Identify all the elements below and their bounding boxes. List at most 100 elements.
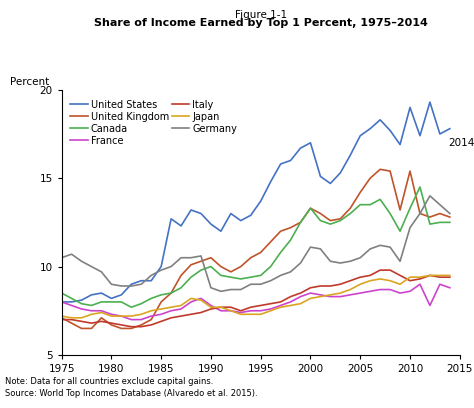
United Kingdom [407, 169, 413, 173]
Canada [268, 264, 273, 269]
Germany [238, 287, 244, 292]
France [328, 294, 333, 299]
Germany [198, 253, 204, 258]
Canada [178, 285, 184, 290]
Germany [208, 285, 214, 290]
Canada [387, 211, 393, 216]
United States [417, 133, 423, 138]
United Kingdom [288, 225, 293, 230]
France [377, 287, 383, 292]
United States [59, 299, 64, 304]
United Kingdom [437, 211, 443, 216]
United States [377, 118, 383, 122]
Italy [128, 324, 134, 329]
Germany [188, 255, 194, 260]
France [347, 293, 353, 297]
United States [188, 208, 194, 213]
United Kingdom [238, 264, 244, 269]
Japan [357, 282, 363, 287]
France [278, 303, 283, 308]
United States [337, 171, 343, 175]
Japan [298, 301, 303, 306]
Italy [437, 275, 443, 279]
Germany [109, 282, 114, 287]
Canada [437, 220, 443, 225]
United Kingdom [248, 255, 254, 260]
Canada [138, 301, 144, 306]
United Kingdom [208, 255, 214, 260]
Text: 2014: 2014 [448, 138, 474, 149]
France [118, 314, 124, 319]
France [198, 296, 204, 301]
Canada [308, 206, 313, 211]
Italy [228, 305, 234, 310]
United Kingdom [258, 250, 264, 255]
Italy [417, 277, 423, 282]
United States [397, 142, 403, 147]
France [208, 303, 214, 308]
Italy [328, 284, 333, 288]
France [298, 294, 303, 299]
Japan [138, 312, 144, 317]
Italy [99, 319, 104, 324]
France [437, 282, 443, 287]
United States [258, 199, 264, 204]
United States [178, 224, 184, 228]
United Kingdom [99, 315, 104, 320]
Japan [268, 308, 273, 313]
Canada [118, 299, 124, 304]
United Kingdom [59, 315, 64, 320]
Japan [308, 296, 313, 301]
United States [158, 264, 164, 269]
Italy [138, 324, 144, 329]
Germany [397, 259, 403, 264]
Canada [367, 202, 373, 207]
Japan [397, 282, 403, 287]
Germany [377, 243, 383, 248]
France [89, 308, 94, 313]
France [367, 289, 373, 294]
United States [198, 211, 204, 216]
United States [387, 128, 393, 133]
Germany [148, 273, 154, 278]
United States [298, 146, 303, 151]
France [99, 308, 104, 313]
Italy [268, 301, 273, 306]
United Kingdom [268, 239, 273, 244]
Italy [318, 284, 323, 288]
Italy [278, 299, 283, 304]
Germany [278, 273, 283, 278]
Germany [337, 261, 343, 266]
Germany [387, 245, 393, 250]
United States [437, 131, 443, 136]
Legend: United States, United Kingdom, Canada, France, Italy, Japan, Germany, : United States, United Kingdom, Canada, F… [66, 96, 241, 150]
Germany [328, 259, 333, 264]
Italy [118, 322, 124, 327]
Italy [427, 273, 433, 278]
Germany [347, 259, 353, 264]
Canada [168, 290, 174, 295]
Canada [188, 275, 194, 279]
Canada [318, 218, 323, 223]
Japan [148, 308, 154, 313]
Japan [417, 275, 423, 279]
Japan [89, 312, 94, 317]
Germany [218, 289, 224, 294]
United Kingdom [79, 326, 84, 331]
Italy [337, 282, 343, 287]
France [268, 306, 273, 311]
Canada [397, 229, 403, 234]
United Kingdom [168, 290, 174, 295]
United States [268, 179, 273, 184]
France [308, 290, 313, 295]
France [417, 282, 423, 287]
United Kingdom [347, 206, 353, 211]
United States [168, 216, 174, 221]
Italy [158, 319, 164, 324]
Germany [128, 284, 134, 288]
Italy [178, 314, 184, 319]
Canada [69, 296, 74, 301]
Italy [79, 319, 84, 324]
United Kingdom [109, 322, 114, 327]
United States [278, 162, 283, 166]
